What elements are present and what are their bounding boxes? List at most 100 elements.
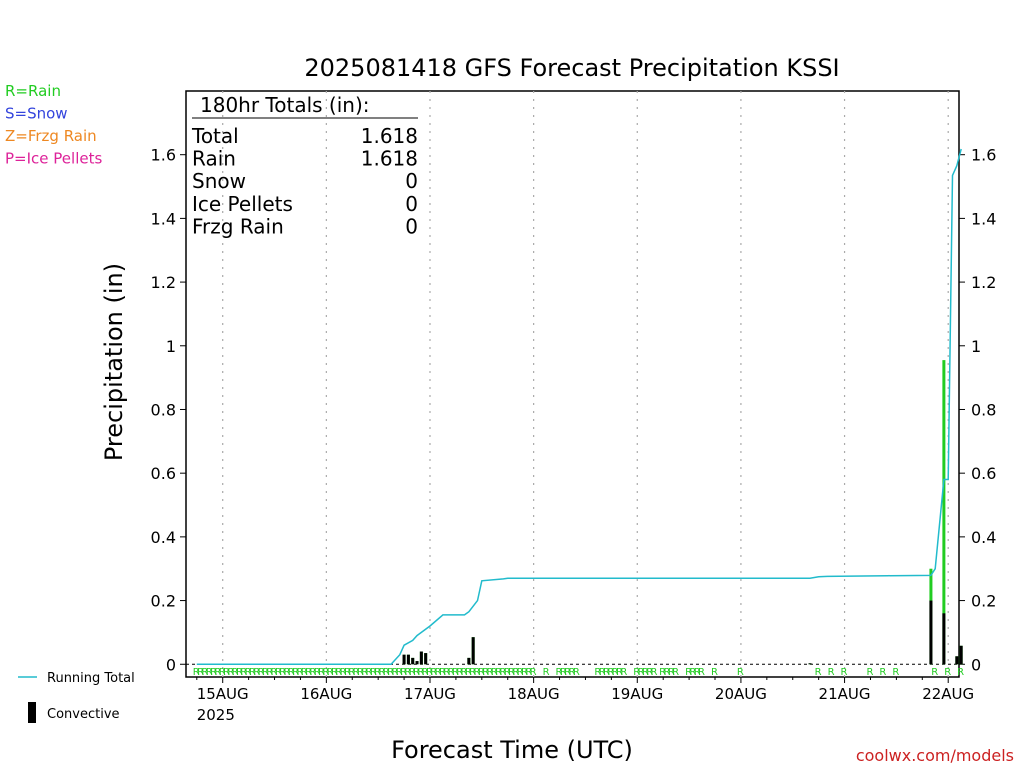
precip-type-mark-37: R	[353, 667, 360, 678]
precip-type-mark-59: R	[448, 667, 455, 678]
convective-bar-9	[929, 600, 933, 665]
precip-type-mark-44: R	[383, 667, 390, 678]
precip-type-mark-81: R	[560, 667, 567, 678]
line-legend: Running Total Convective	[18, 671, 135, 723]
precip-type-mark-111: R	[879, 667, 886, 678]
x-tick-label-6: 21AUG	[819, 685, 871, 703]
precip-type-mark-82: R	[564, 667, 571, 678]
y-tick-label-right-2: 0.4	[971, 528, 996, 547]
precip-type-mark-31: R	[327, 667, 334, 678]
x-tick-label-3: 18AUG	[508, 685, 560, 703]
precip-type-mark-105: R	[711, 667, 718, 678]
totals-label-2: Snow	[192, 169, 246, 193]
x-tick-label-7: 22AUG	[922, 685, 974, 703]
precip-type-mark-53: R	[422, 667, 429, 678]
precip-type-mark-11: R	[240, 667, 247, 678]
plot-frame	[185, 90, 960, 678]
precip-type-mark-12: R	[245, 667, 252, 678]
precip-type-mark-48: R	[400, 667, 407, 678]
convective-bar-12	[959, 645, 963, 665]
precip-type-mark-89: R	[612, 667, 619, 678]
precip-type-mark-114: R	[944, 667, 951, 678]
precip-type-mark-1: R	[197, 667, 204, 678]
precip-type-mark-69: R	[491, 667, 498, 678]
precip-type-mark-113: R	[931, 667, 938, 678]
precip-type-mark-41: R	[370, 667, 377, 678]
precip-type-mark-107: R	[815, 667, 822, 678]
precip-type-mark-76: R	[521, 667, 528, 678]
precip-type-mark-56: R	[435, 667, 442, 678]
precip-type-mark-73: R	[508, 667, 515, 678]
y-axis: 0 00.2 0.20.4 0.40.6 0.60.8 0.81 11.2 1.21.4 1.4…	[151, 146, 997, 675]
x-tick-label-4: 19AUG	[611, 685, 663, 703]
precip-type-mark-25: R	[301, 667, 308, 678]
totals-value-4: 0	[405, 214, 418, 238]
precip-type-mark-63: R	[465, 667, 472, 678]
totals-box: 180hr Totals (in): Total 1.618 Rain 1.618 Sn…	[191, 93, 418, 238]
y-tick-label-right-7: 1.4	[971, 209, 996, 228]
legend-type-3: P=Ice Pellets	[5, 150, 102, 168]
legend-running-total-label: Running Total	[47, 671, 135, 686]
precip-type-mark-51: R	[413, 667, 420, 678]
y-tick-label-left-1: 0.2	[151, 592, 176, 611]
convective-bar-5	[424, 653, 428, 665]
y-tick-label-right-1: 0.2	[971, 592, 996, 611]
precip-type-mark-50: R	[409, 667, 416, 678]
precip-type-mark-52: R	[417, 667, 424, 678]
precip-type-mark-67: R	[482, 667, 489, 678]
precip-type-mark-15: R	[258, 667, 265, 678]
precip-type-mark-2: R	[201, 667, 208, 678]
precip-type-mark-92: R	[633, 667, 640, 678]
totals-value-3: 0	[405, 192, 418, 216]
precip-type-mark-9: R	[232, 667, 239, 678]
convective-bar-7	[471, 637, 475, 665]
totals-label-4: Frzg Rain	[192, 214, 284, 238]
precip-type-mark-100: R	[672, 667, 679, 678]
x-tick-label-5: 20AUG	[715, 685, 767, 703]
precip-type-mark-20: R	[279, 667, 286, 678]
precip-type-mark-3: R	[206, 667, 213, 678]
precip-type-mark-78: R	[530, 667, 537, 678]
y-tick-label-right-6: 1.2	[971, 273, 996, 292]
precip-type-mark-96: R	[651, 667, 658, 678]
precip-type-mark-19: R	[275, 667, 282, 678]
precip-type-mark-8: R	[227, 667, 234, 678]
precip-type-mark-23: R	[292, 667, 299, 678]
precip-type-mark-22: R	[288, 667, 295, 678]
rain-bar-10	[942, 360, 946, 665]
watermark: coolwx.com/models	[856, 746, 1014, 765]
precip-type-mark-13: R	[249, 667, 256, 678]
precip-type-mark-72: R	[504, 667, 511, 678]
precip-type-mark-7: R	[223, 667, 230, 678]
x-axis-label: Forecast Time (UTC)	[391, 736, 633, 764]
totals-label-1: Rain	[192, 147, 236, 171]
precip-type-mark-6: R	[219, 667, 226, 678]
precip-type-mark-49: R	[404, 667, 411, 678]
legend-convective-label: Convective	[47, 707, 120, 722]
precip-type-mark-29: R	[318, 667, 325, 678]
precip-type-mark-4: R	[210, 667, 217, 678]
precip-type-mark-102: R	[689, 667, 696, 678]
y-tick-label-right-4: 0.8	[971, 400, 996, 419]
precip-type-mark-0: R	[193, 667, 200, 678]
precip-type-mark-66: R	[478, 667, 485, 678]
y-tick-label-right-8: 1.6	[971, 146, 996, 165]
precip-type-mark-24: R	[296, 667, 303, 678]
precip-type-mark-38: R	[357, 667, 364, 678]
precip-type-mark-86: R	[599, 667, 606, 678]
totals-value-1: 1.618	[361, 147, 418, 171]
x-tick-label-0: 15AUG	[197, 685, 249, 703]
totals-label-0: Total	[191, 124, 239, 148]
precip-type-mark-84: R	[573, 667, 580, 678]
y-tick-label-left-5: 1	[166, 337, 176, 356]
precip-type-mark-108: R	[828, 667, 835, 678]
precip-type-mark-115: R	[957, 667, 964, 678]
precip-type-mark-27: R	[309, 667, 316, 678]
precip-type-mark-10: R	[236, 667, 243, 678]
y-tick-label-left-3: 0.6	[151, 464, 176, 483]
precip-type-mark-47: R	[396, 667, 403, 678]
precip-type-mark-26: R	[305, 667, 312, 678]
precip-type-mark-55: R	[430, 667, 437, 678]
y-tick-label-right-0: 0	[971, 655, 981, 674]
precip-type-mark-109: R	[841, 667, 848, 678]
